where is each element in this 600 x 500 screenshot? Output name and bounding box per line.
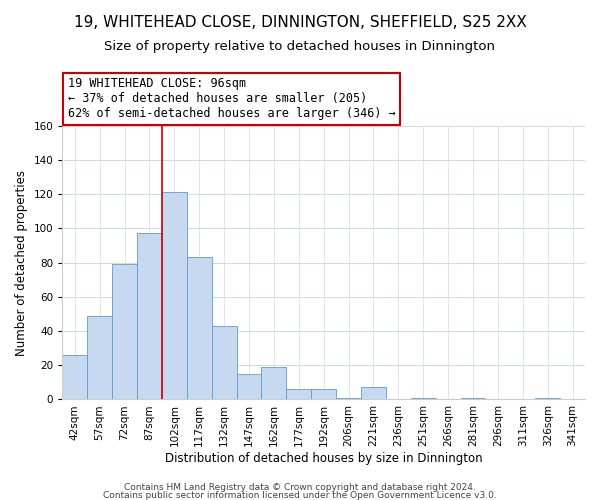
- Text: Contains public sector information licensed under the Open Government Licence v3: Contains public sector information licen…: [103, 492, 497, 500]
- Y-axis label: Number of detached properties: Number of detached properties: [15, 170, 28, 356]
- Bar: [311, 389, 336, 400]
- Bar: [62, 355, 87, 400]
- Bar: [336, 398, 361, 400]
- Bar: [286, 389, 311, 400]
- Bar: [87, 316, 112, 400]
- Bar: [236, 374, 262, 400]
- Bar: [262, 367, 286, 400]
- Bar: [162, 192, 187, 400]
- Text: 19 WHITEHEAD CLOSE: 96sqm
← 37% of detached houses are smaller (205)
62% of semi: 19 WHITEHEAD CLOSE: 96sqm ← 37% of detac…: [68, 77, 395, 120]
- Bar: [361, 388, 386, 400]
- Bar: [411, 398, 436, 400]
- Text: Contains HM Land Registry data © Crown copyright and database right 2024.: Contains HM Land Registry data © Crown c…: [124, 483, 476, 492]
- Bar: [112, 264, 137, 400]
- Text: Size of property relative to detached houses in Dinnington: Size of property relative to detached ho…: [104, 40, 496, 53]
- Bar: [535, 398, 560, 400]
- Text: 19, WHITEHEAD CLOSE, DINNINGTON, SHEFFIELD, S25 2XX: 19, WHITEHEAD CLOSE, DINNINGTON, SHEFFIE…: [74, 15, 526, 30]
- Bar: [212, 326, 236, 400]
- Bar: [187, 258, 212, 400]
- Bar: [137, 234, 162, 400]
- Bar: [461, 398, 485, 400]
- X-axis label: Distribution of detached houses by size in Dinnington: Distribution of detached houses by size …: [165, 452, 482, 465]
